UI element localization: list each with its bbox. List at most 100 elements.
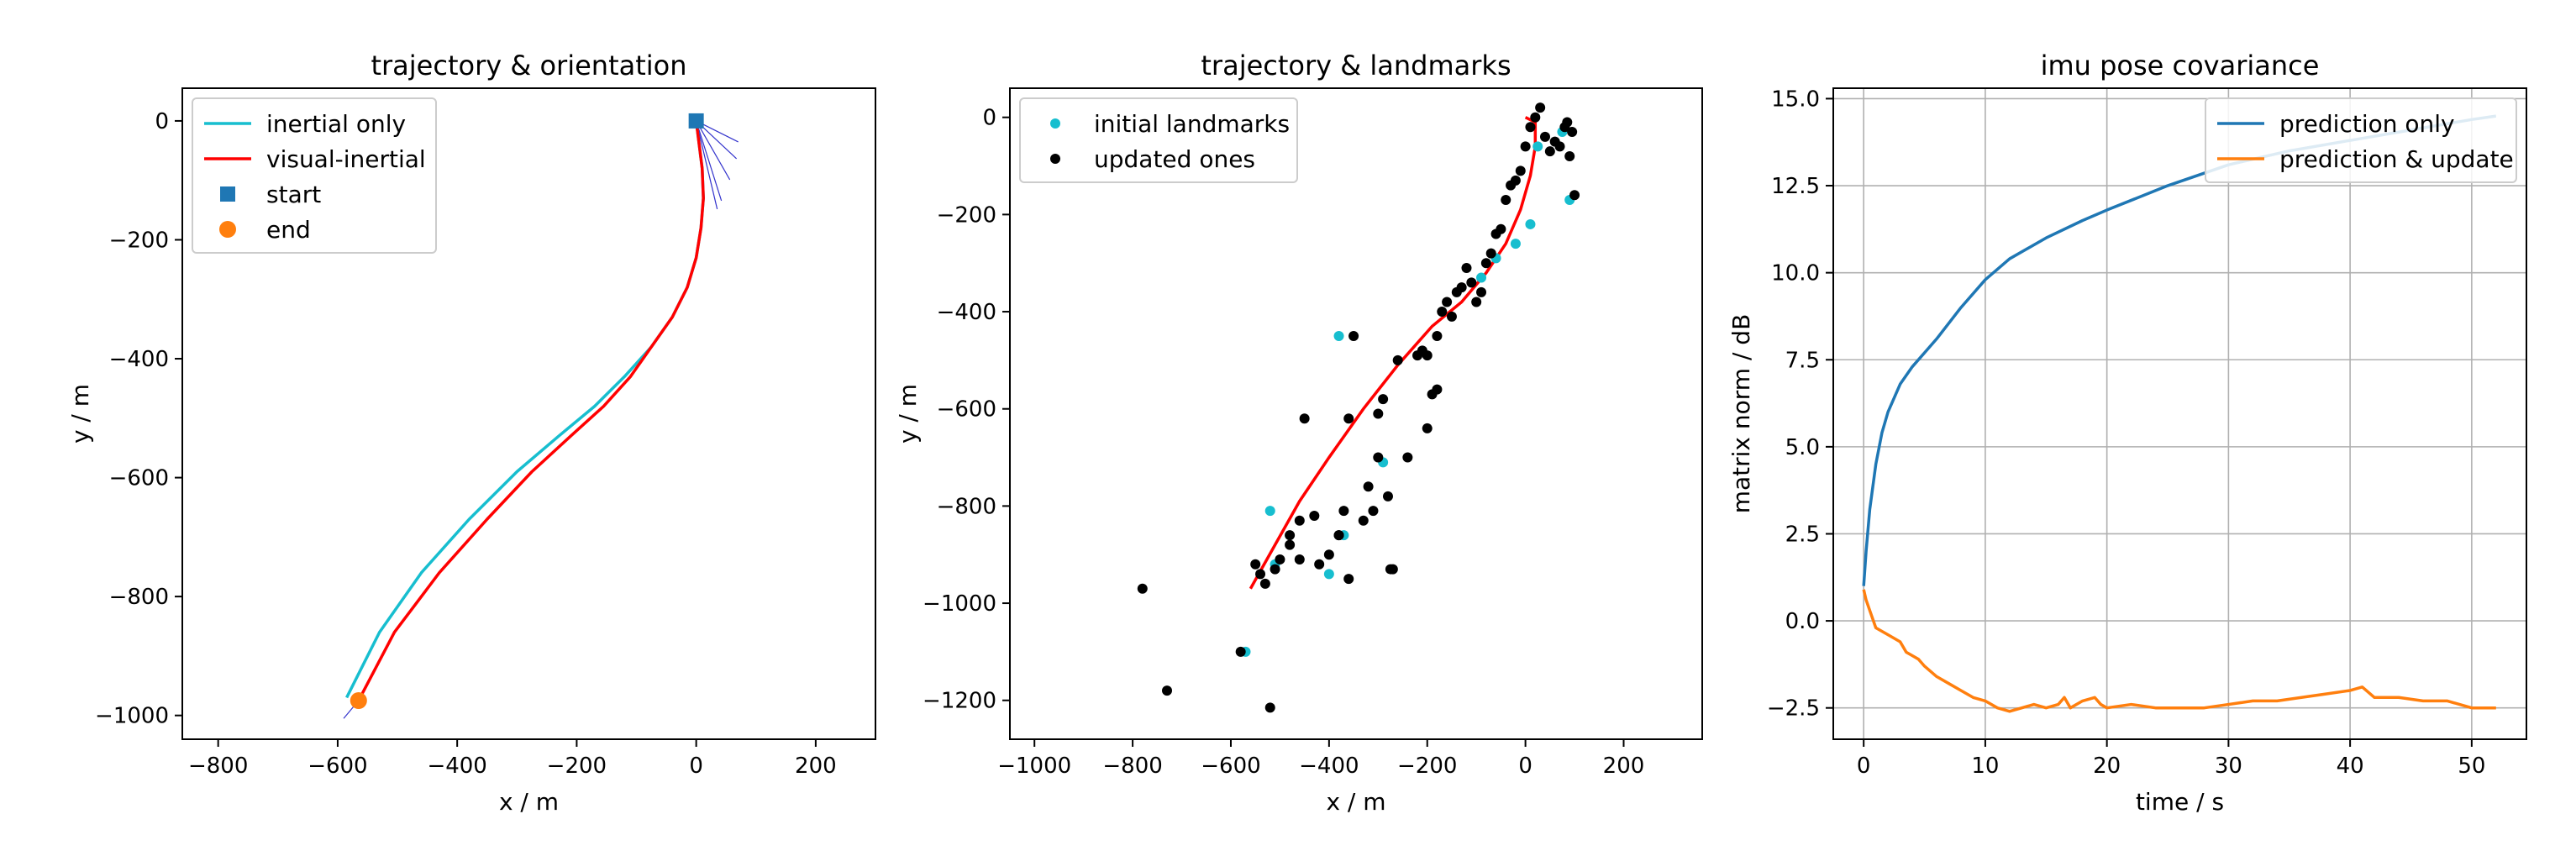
data-layer — [1137, 102, 1580, 713]
scatter-point — [1437, 307, 1448, 318]
x-tick-label: 10 — [1971, 754, 1999, 779]
scatter-point — [1466, 277, 1477, 288]
x-axis-label: x / m — [1326, 788, 1385, 816]
trajectory-line — [1249, 116, 1538, 590]
scatter-point — [1358, 515, 1369, 526]
legend-box — [1019, 97, 1298, 183]
scatter-point — [1544, 146, 1555, 157]
x-tick-label: −600 — [308, 754, 367, 779]
scatter-point — [1338, 506, 1349, 517]
legend-box — [192, 97, 437, 254]
x-tick-label: 0 — [1857, 754, 1871, 779]
scatter-point — [1485, 248, 1496, 259]
scatter-point — [1333, 530, 1344, 541]
scatter-point — [1532, 141, 1543, 152]
legend-label: visual-inertial — [266, 145, 426, 173]
y-tick-label: 10.0 — [1771, 261, 1820, 286]
series-line-2 — [357, 120, 705, 701]
scatter-point — [1373, 452, 1384, 463]
scatter-point — [1382, 491, 1393, 502]
scatter-point — [1378, 394, 1389, 405]
legend-point-swatch — [1050, 154, 1060, 164]
x-tick-label: −600 — [1201, 754, 1260, 779]
legend-point-swatch — [1050, 118, 1060, 129]
chart-panel-2: −1000 −800 −600 −400 −200 0 200 0 −200 −400 −600 −8… — [894, 50, 1703, 816]
y-tick-label: −1000 — [95, 704, 169, 729]
chart-title: trajectory & orientation — [371, 50, 686, 81]
scatter-point — [1501, 195, 1511, 206]
scatter-point — [1264, 506, 1275, 517]
data-layer — [343, 113, 739, 719]
y-tick-label: −800 — [937, 494, 996, 519]
x-tick-label: 40 — [2337, 754, 2364, 779]
axes-frame — [1832, 87, 2527, 740]
end-marker — [350, 691, 367, 709]
legend-label: updated ones — [1094, 145, 1255, 173]
scatter-point — [1385, 564, 1396, 575]
y-tick-label: 12.5 — [1771, 174, 1820, 199]
scatter-point — [1309, 510, 1320, 521]
scatter-point — [1323, 549, 1334, 560]
chart-title: imu pose covariance — [2041, 50, 2320, 81]
legend-label: start — [266, 181, 321, 208]
scatter-point — [1539, 131, 1550, 142]
scatter-point — [1461, 262, 1472, 273]
y-tick-label: −200 — [937, 202, 996, 228]
scatter-point — [1432, 384, 1443, 395]
data-layer — [1862, 114, 2497, 713]
y-tick-label: −1200 — [923, 689, 996, 714]
scatter-point — [1496, 223, 1506, 234]
x-tick-label: 30 — [2215, 754, 2242, 779]
scatter-point — [1446, 311, 1457, 322]
y-tick-label: −400 — [937, 300, 996, 325]
scatter-point — [1432, 330, 1443, 341]
x-tick-label: −200 — [1397, 754, 1457, 779]
scatter-point — [1137, 583, 1148, 594]
scatter-point — [1569, 190, 1580, 201]
y-axis-label: matrix norm / dB — [1727, 314, 1755, 514]
scatter-point — [1456, 282, 1467, 293]
scatter-point — [1567, 127, 1578, 138]
scatter-point — [1520, 141, 1531, 152]
series-line-1 — [1862, 114, 2497, 586]
x-tick-label: 200 — [1603, 754, 1645, 779]
scatter-point — [1515, 165, 1526, 176]
scatter-point — [1294, 515, 1305, 526]
y-tick-label: 2.5 — [1785, 522, 1820, 547]
x-axis-label: time / s — [2136, 788, 2224, 816]
scatter-point — [1510, 175, 1521, 186]
legend-label: inertial only — [266, 110, 406, 138]
scatter-point — [1294, 554, 1305, 565]
scatter-point — [1535, 102, 1546, 113]
axes-frame — [1009, 87, 1703, 740]
scatter-point — [1285, 530, 1296, 541]
x-tick-label: −1000 — [997, 754, 1071, 779]
y-tick-label: 5.0 — [1785, 435, 1820, 460]
start-marker — [688, 113, 704, 129]
scatter-point — [1562, 117, 1573, 128]
legend-square-swatch — [220, 186, 235, 202]
scatter-point — [1554, 141, 1565, 152]
scatter-point — [1530, 112, 1541, 123]
legend-label: prediction & update — [2279, 145, 2514, 173]
x-tick-label: 50 — [2458, 754, 2485, 779]
x-tick-label: 200 — [795, 754, 837, 779]
y-tick-label: 0 — [982, 106, 996, 131]
x-tick-label: −200 — [547, 754, 607, 779]
legend-circle-swatch — [219, 221, 236, 238]
x-tick-label: 0 — [1518, 754, 1532, 779]
scatter-point — [1162, 685, 1173, 696]
y-tick-label: −400 — [109, 347, 169, 372]
scatter-point — [1299, 413, 1310, 424]
scatter-point — [1343, 574, 1354, 585]
x-tick-label: −800 — [188, 754, 248, 779]
y-tick-label: 0 — [155, 109, 169, 134]
x-tick-label: 0 — [689, 754, 703, 779]
y-tick-label: −600 — [109, 466, 169, 491]
scatter-point — [1270, 564, 1280, 575]
y-axis-label: y / m — [894, 384, 922, 444]
scatter-point — [1235, 646, 1246, 657]
y-tick-label: −600 — [937, 397, 996, 423]
scatter-point — [1363, 481, 1374, 492]
